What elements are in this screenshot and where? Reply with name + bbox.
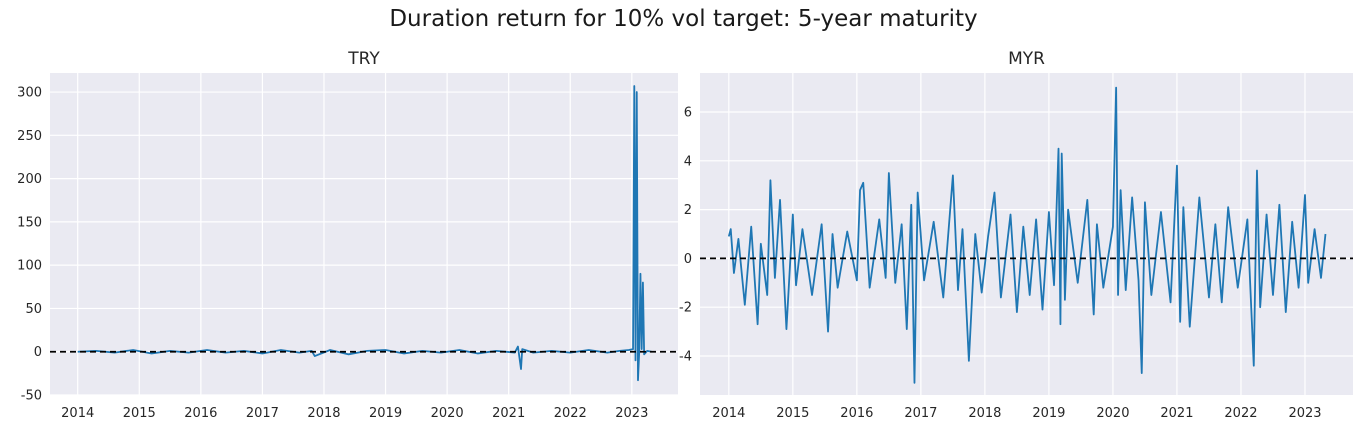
x-tick-label: 2014 xyxy=(61,406,94,421)
y-tick-label: 150 xyxy=(17,215,42,230)
y-tick-label: 100 xyxy=(17,259,42,274)
x-tick-label: 2019 xyxy=(369,406,402,421)
y-tick-label: 6 xyxy=(684,106,692,121)
chart-panel-myr: 2014 2015 2016 2017 2018 2019 2020 2021 2022 2023… xyxy=(679,49,1353,421)
x-tick-label: 2022 xyxy=(1224,406,1257,421)
y-tick-label: 50 xyxy=(25,302,42,317)
plot-area xyxy=(50,73,678,395)
x-tick-label: 2018 xyxy=(307,406,340,421)
y-tick-label: 0 xyxy=(684,252,692,267)
x-tick-label: 2016 xyxy=(184,406,217,421)
x-tick-label: 2017 xyxy=(904,406,937,421)
y-tick-label: 200 xyxy=(17,172,42,187)
x-tick-label: 2021 xyxy=(492,406,525,421)
x-tick-label: 2015 xyxy=(123,406,156,421)
y-tick-label: 2 xyxy=(684,203,692,218)
x-tick-label: 2020 xyxy=(431,406,464,421)
axes-title: MYR xyxy=(1008,49,1045,69)
x-tick-label: 2018 xyxy=(968,406,1001,421)
y-tick-label: -4 xyxy=(679,349,692,364)
y-tick-label: 4 xyxy=(684,154,692,169)
x-tick-label: 2021 xyxy=(1160,406,1193,421)
x-tick-label: 2014 xyxy=(712,406,745,421)
y-tick-label: 0 xyxy=(34,345,42,360)
x-tick-label: 2017 xyxy=(246,406,279,421)
x-tick-label: 2015 xyxy=(776,406,809,421)
x-tick-label: 2016 xyxy=(840,406,873,421)
y-tick-label: -2 xyxy=(679,301,692,316)
y-tick-label: -50 xyxy=(21,389,42,404)
y-tick-label: 250 xyxy=(17,129,42,144)
chart-panel-try: 2014 2015 2016 2017 2018 2019 2020 2021 2022 2023… xyxy=(17,49,678,421)
x-tick-label: 2020 xyxy=(1096,406,1129,421)
axes-title: TRY xyxy=(347,49,380,69)
x-tick-label: 2022 xyxy=(554,406,587,421)
x-tick-label: 2023 xyxy=(615,406,648,421)
x-tick-label: 2023 xyxy=(1288,406,1321,421)
x-tick-label: 2019 xyxy=(1032,406,1065,421)
y-tick-label: 300 xyxy=(17,86,42,101)
